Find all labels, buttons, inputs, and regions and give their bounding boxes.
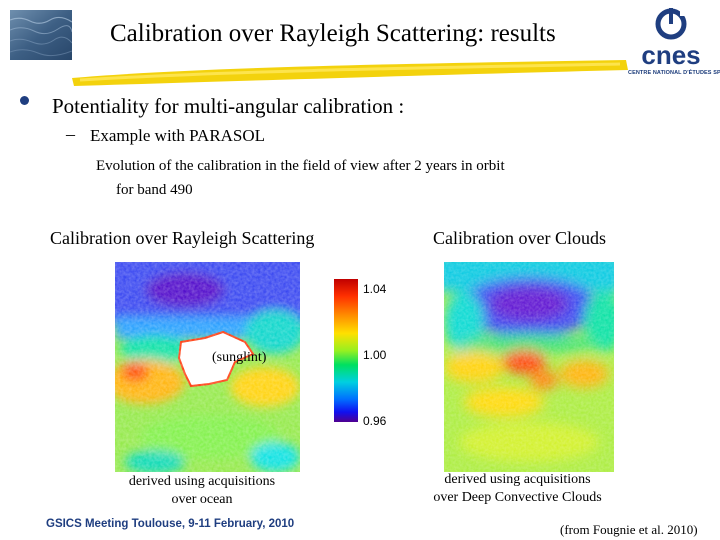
description-line-1: Evolution of the calibration in the fiel… — [96, 158, 505, 174]
rayleigh-caption: derived using acquisitions over ocean — [102, 473, 302, 509]
clouds-caption-line-2: over Deep Convective Clouds — [433, 490, 602, 505]
bullet-icon — [20, 96, 29, 105]
colorbar-min-label: 0.96 — [363, 414, 387, 428]
logo-wordmark: cnes — [641, 40, 700, 70]
colorbar-mid-label: 1.00 — [363, 348, 387, 362]
clouds-calibration-map — [444, 262, 614, 472]
ocean-photo — [10, 10, 72, 60]
rayleigh-calibration-map — [115, 262, 300, 472]
rayleigh-caption-line-1: derived using acquisitions — [128, 474, 276, 489]
footer-meeting: GSICS Meeting Toulouse, 9-11 February, 2… — [46, 518, 295, 530]
title-highlight-stroke — [72, 60, 628, 86]
description-line-2: for band 490 — [116, 182, 193, 198]
main-bullet: Potentiality for multi-angular calibrati… — [52, 94, 405, 118]
clouds-panel-heading: Calibration over Clouds — [433, 228, 606, 248]
rayleigh-panel-heading: Calibration over Rayleigh Scattering — [50, 228, 315, 248]
colorbar — [334, 279, 358, 422]
clouds-caption-line-1: derived using acquisitions — [444, 472, 591, 487]
cnes-logo: cnes — [641, 6, 701, 70]
sub-bullet-dash-icon: – — [66, 124, 75, 144]
sunglint-label: (sunglint) — [212, 350, 267, 365]
clouds-caption: derived using acquisitions over Deep Con… — [405, 471, 630, 507]
rayleigh-caption-line-2: over ocean — [171, 492, 233, 507]
sub-bullet: Example with PARASOL — [90, 126, 266, 145]
page-title: Calibration over Rayleigh Scattering: re… — [110, 20, 556, 47]
logo-subtitle: CENTRE NATIONAL D'ÉTUDES SPATIALES — [628, 70, 720, 76]
footer-citation: (from Fougnie et al. 2010) — [560, 522, 698, 537]
colorbar-max-label: 1.04 — [363, 282, 387, 296]
